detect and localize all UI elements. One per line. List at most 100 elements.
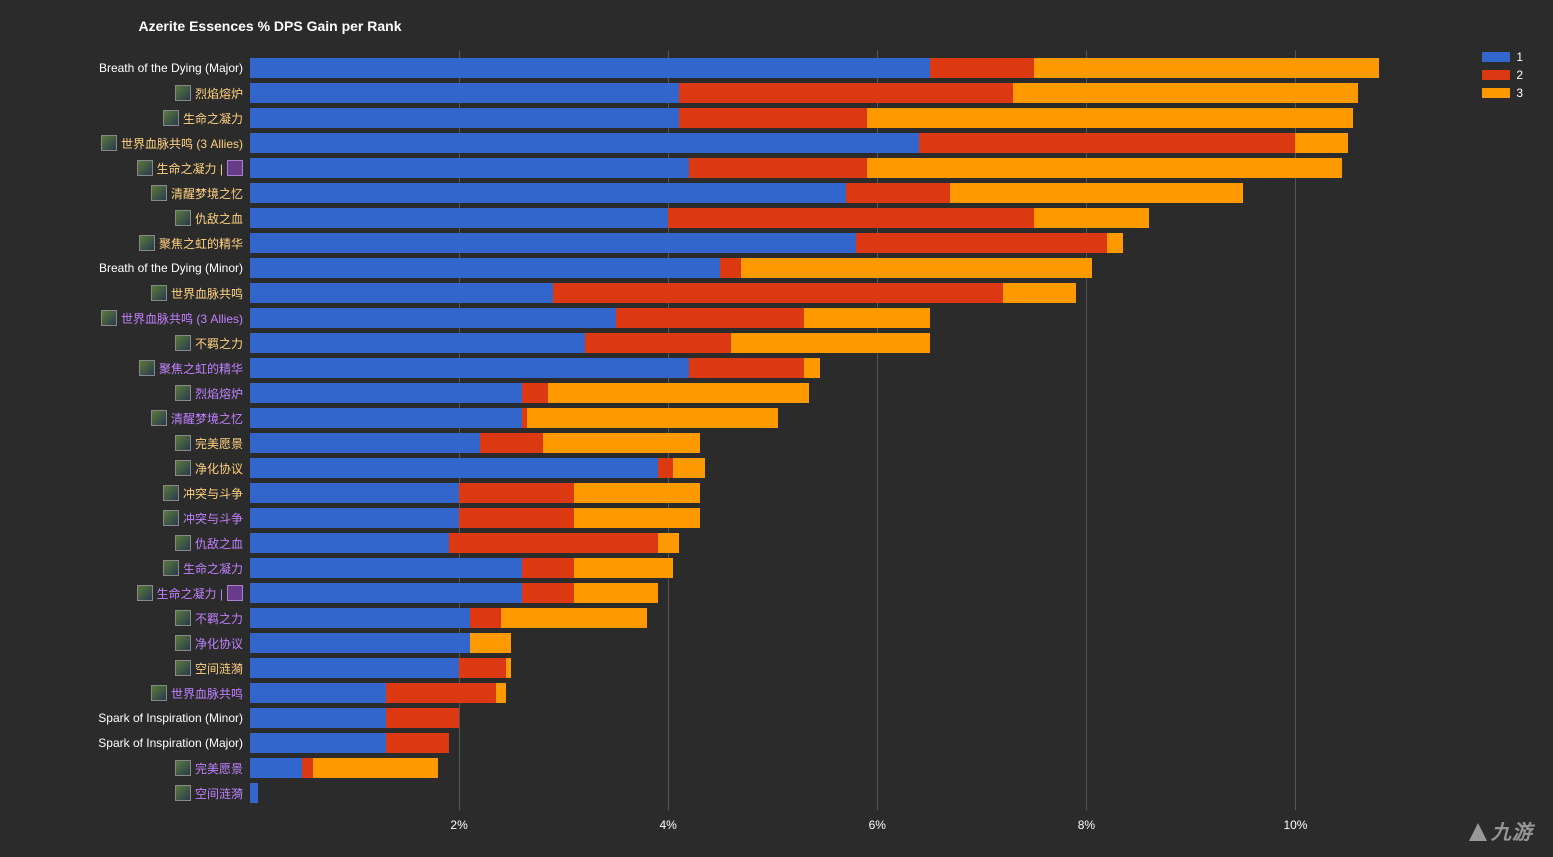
- bar-row[interactable]: [250, 783, 1400, 803]
- bar-segment-r2[interactable]: [470, 608, 501, 628]
- bar-segment-r2[interactable]: [658, 458, 674, 478]
- bar-segment-r2[interactable]: [480, 433, 543, 453]
- bar-row[interactable]: [250, 333, 1400, 353]
- bar-segment-r3[interactable]: [574, 583, 658, 603]
- bar-row[interactable]: [250, 158, 1400, 178]
- bar-segment-r2[interactable]: [459, 508, 574, 528]
- bar-segment-r2[interactable]: [689, 158, 867, 178]
- bar-segment-r1[interactable]: [250, 483, 459, 503]
- bar-row[interactable]: [250, 133, 1400, 153]
- bar-segment-r3[interactable]: [1003, 283, 1076, 303]
- bar-row[interactable]: [250, 108, 1400, 128]
- legend-item-rank3[interactable]: 3: [1482, 86, 1523, 100]
- bar-segment-r1[interactable]: [250, 358, 689, 378]
- bar-segment-r1[interactable]: [250, 158, 689, 178]
- bar-segment-r2[interactable]: [720, 258, 741, 278]
- bar-segment-r2[interactable]: [919, 133, 1295, 153]
- bar-segment-r1[interactable]: [250, 258, 720, 278]
- bar-segment-r1[interactable]: [250, 633, 470, 653]
- bar-segment-r3[interactable]: [1295, 133, 1347, 153]
- bar-segment-r3[interactable]: [867, 108, 1353, 128]
- bar-segment-r2[interactable]: [386, 683, 496, 703]
- bar-row[interactable]: [250, 758, 1400, 778]
- bar-segment-r1[interactable]: [250, 508, 459, 528]
- bar-row[interactable]: [250, 433, 1400, 453]
- bar-segment-r3[interactable]: [867, 158, 1343, 178]
- bar-segment-r1[interactable]: [250, 658, 459, 678]
- bar-segment-r3[interactable]: [574, 558, 673, 578]
- bar-segment-r3[interactable]: [574, 508, 699, 528]
- bar-segment-r3[interactable]: [731, 333, 930, 353]
- bar-row[interactable]: [250, 608, 1400, 628]
- bar-segment-r1[interactable]: [250, 733, 386, 753]
- bar-segment-r1[interactable]: [250, 583, 522, 603]
- bar-row[interactable]: [250, 358, 1400, 378]
- bar-row[interactable]: [250, 58, 1400, 78]
- bar-segment-r2[interactable]: [553, 283, 1003, 303]
- bar-segment-r1[interactable]: [250, 183, 846, 203]
- bar-segment-r2[interactable]: [386, 708, 459, 728]
- bar-segment-r3[interactable]: [527, 408, 778, 428]
- bar-segment-r1[interactable]: [250, 433, 480, 453]
- bar-segment-r2[interactable]: [302, 758, 312, 778]
- bar-segment-r3[interactable]: [548, 383, 809, 403]
- bar-segment-r1[interactable]: [250, 558, 522, 578]
- bar-segment-r1[interactable]: [250, 83, 679, 103]
- bar-segment-r3[interactable]: [658, 533, 679, 553]
- legend-item-rank2[interactable]: 2: [1482, 68, 1523, 82]
- bar-segment-r1[interactable]: [250, 533, 449, 553]
- bar-row[interactable]: [250, 633, 1400, 653]
- bar-segment-r2[interactable]: [522, 558, 574, 578]
- bar-segment-r1[interactable]: [250, 133, 919, 153]
- bar-row[interactable]: [250, 658, 1400, 678]
- bar-segment-r1[interactable]: [250, 783, 258, 803]
- bar-segment-r1[interactable]: [250, 458, 658, 478]
- bar-segment-r1[interactable]: [250, 608, 470, 628]
- bar-row[interactable]: [250, 408, 1400, 428]
- bar-segment-r3[interactable]: [673, 458, 704, 478]
- bar-row[interactable]: [250, 558, 1400, 578]
- bar-row[interactable]: [250, 258, 1400, 278]
- bar-segment-r1[interactable]: [250, 683, 386, 703]
- bar-row[interactable]: [250, 83, 1400, 103]
- bar-segment-r2[interactable]: [522, 583, 574, 603]
- bar-segment-r1[interactable]: [250, 58, 930, 78]
- bar-segment-r3[interactable]: [1034, 58, 1379, 78]
- bar-segment-r3[interactable]: [496, 683, 506, 703]
- bar-row[interactable]: [250, 683, 1400, 703]
- bar-row[interactable]: [250, 208, 1400, 228]
- bar-segment-r2[interactable]: [846, 183, 951, 203]
- bar-row[interactable]: [250, 283, 1400, 303]
- bar-segment-r2[interactable]: [585, 333, 731, 353]
- bar-row[interactable]: [250, 458, 1400, 478]
- bar-segment-r2[interactable]: [616, 308, 804, 328]
- bar-segment-r2[interactable]: [930, 58, 1035, 78]
- bar-segment-r1[interactable]: [250, 308, 616, 328]
- bar-row[interactable]: [250, 508, 1400, 528]
- bar-segment-r1[interactable]: [250, 758, 302, 778]
- bar-row[interactable]: [250, 233, 1400, 253]
- bar-segment-r1[interactable]: [250, 233, 856, 253]
- bar-segment-r3[interactable]: [1107, 233, 1123, 253]
- bar-row[interactable]: [250, 383, 1400, 403]
- bar-row[interactable]: [250, 733, 1400, 753]
- bar-segment-r2[interactable]: [449, 533, 658, 553]
- bar-segment-r3[interactable]: [470, 633, 512, 653]
- bar-segment-r3[interactable]: [313, 758, 438, 778]
- bar-segment-r3[interactable]: [804, 308, 929, 328]
- bar-segment-r2[interactable]: [386, 733, 449, 753]
- bar-segment-r3[interactable]: [741, 258, 1091, 278]
- bar-segment-r2[interactable]: [856, 233, 1107, 253]
- bar-segment-r3[interactable]: [543, 433, 700, 453]
- bar-segment-r2[interactable]: [689, 358, 804, 378]
- bar-segment-r1[interactable]: [250, 333, 585, 353]
- bar-segment-r3[interactable]: [950, 183, 1243, 203]
- bar-segment-r3[interactable]: [506, 658, 511, 678]
- bar-row[interactable]: [250, 308, 1400, 328]
- bar-row[interactable]: [250, 708, 1400, 728]
- bar-row[interactable]: [250, 583, 1400, 603]
- bar-segment-r2[interactable]: [679, 108, 867, 128]
- bar-segment-r3[interactable]: [1013, 83, 1358, 103]
- bar-segment-r2[interactable]: [459, 658, 506, 678]
- bar-segment-r1[interactable]: [250, 708, 386, 728]
